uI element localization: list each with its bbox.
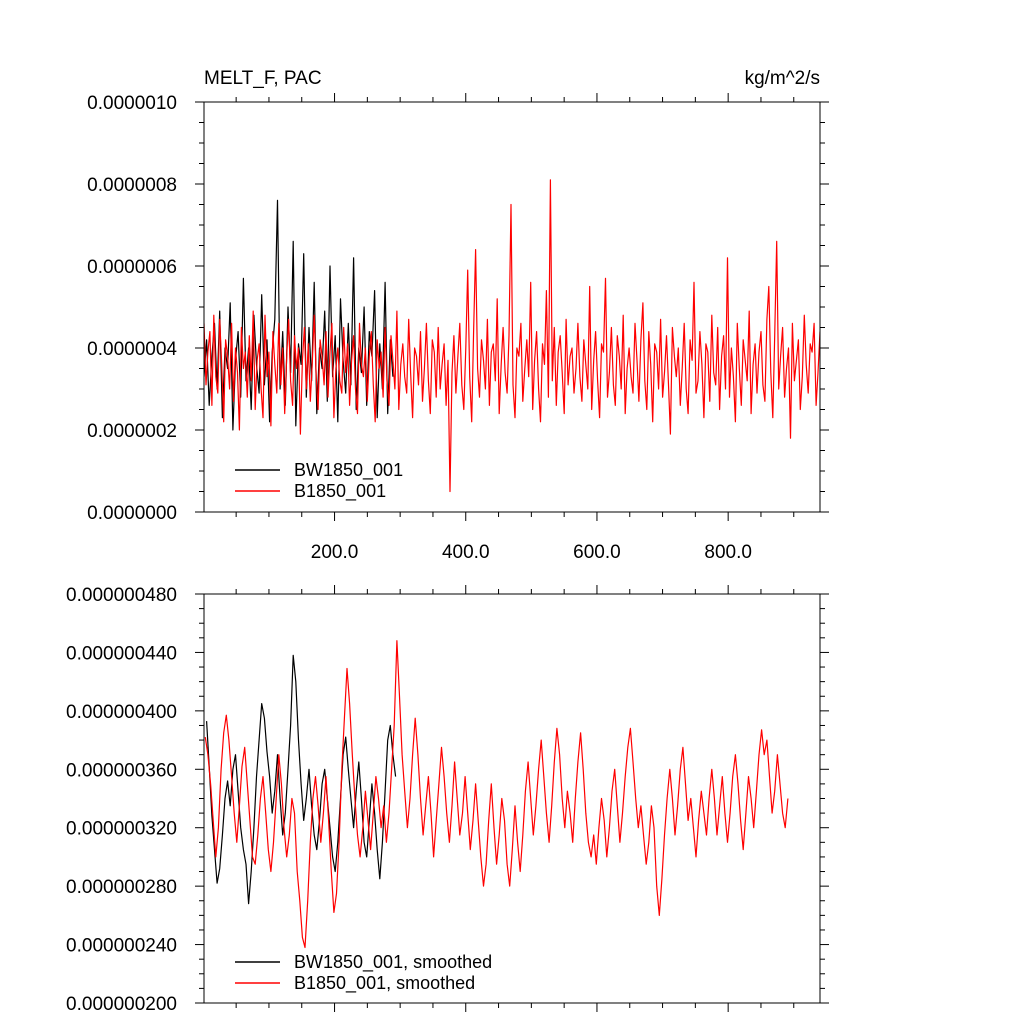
- series-line: [204, 199, 394, 431]
- top-x-tick-labels: 200.0 400.0 600.0 800.0: [311, 542, 752, 563]
- x-tick-label: 600.0: [573, 542, 621, 563]
- x-tick-label: 800.0: [704, 542, 752, 563]
- x-tick-label: 400.0: [442, 542, 490, 563]
- y-tick-label: 0.0000006: [87, 257, 177, 278]
- bottom-y-tick-labels: 0.000000200 0.000000240 0.000000280 0.00000…: [66, 585, 177, 1015]
- top-plot-frame: [203, 101, 821, 513]
- legend-label: BW1850_001: [294, 460, 403, 481]
- y-tick-label: 0.000000480: [66, 585, 177, 606]
- y-tick-label: 0.000000400: [66, 702, 177, 723]
- legend-label: BW1850_001, smoothed: [294, 952, 492, 973]
- top-series-lines: [204, 179, 820, 493]
- x-tick-label: 200.0: [311, 542, 359, 563]
- series-line: [204, 179, 820, 493]
- bottom-axis-ticks: [195, 585, 829, 1012]
- y-tick-label: 0.000000360: [66, 760, 177, 781]
- y-tick-label: 0.0000000: [87, 503, 177, 524]
- y-tick-label: 0.0000010: [87, 93, 177, 114]
- series-line: [206, 654, 397, 905]
- top-axis-ticks: [195, 93, 829, 521]
- y-tick-label: 0.000000320: [66, 819, 177, 840]
- bottom-plot-frame: [203, 593, 821, 1004]
- bottom-series-lines: [204, 640, 789, 949]
- y-tick-label: 0.000000280: [66, 877, 177, 898]
- top-title-right: kg/m^2/s: [745, 68, 820, 89]
- y-tick-label: 0.000000200: [66, 994, 177, 1015]
- legend-label: B1850_001, smoothed: [294, 973, 475, 994]
- series-line: [204, 640, 789, 949]
- top-panel: MELT_F, PAC kg/m^2/s 0.00000000.00000020…: [87, 68, 829, 563]
- y-tick-label: 0.000000440: [66, 643, 177, 664]
- top-title-left: MELT_F, PAC: [204, 68, 322, 89]
- y-tick-label: 0.000000240: [66, 936, 177, 957]
- y-tick-label: 0.0000004: [87, 339, 177, 360]
- top-y-tick-labels: 0.0000000 0.0000002 0.0000004 0.0000006 0.00…: [87, 93, 177, 524]
- bottom-panel: 0.000000200 0.000000240 0.000000280 0.00000…: [66, 585, 829, 1015]
- legend-label: B1850_001: [294, 481, 386, 502]
- y-tick-label: 0.0000008: [87, 175, 177, 196]
- y-tick-label: 0.0000002: [87, 421, 177, 442]
